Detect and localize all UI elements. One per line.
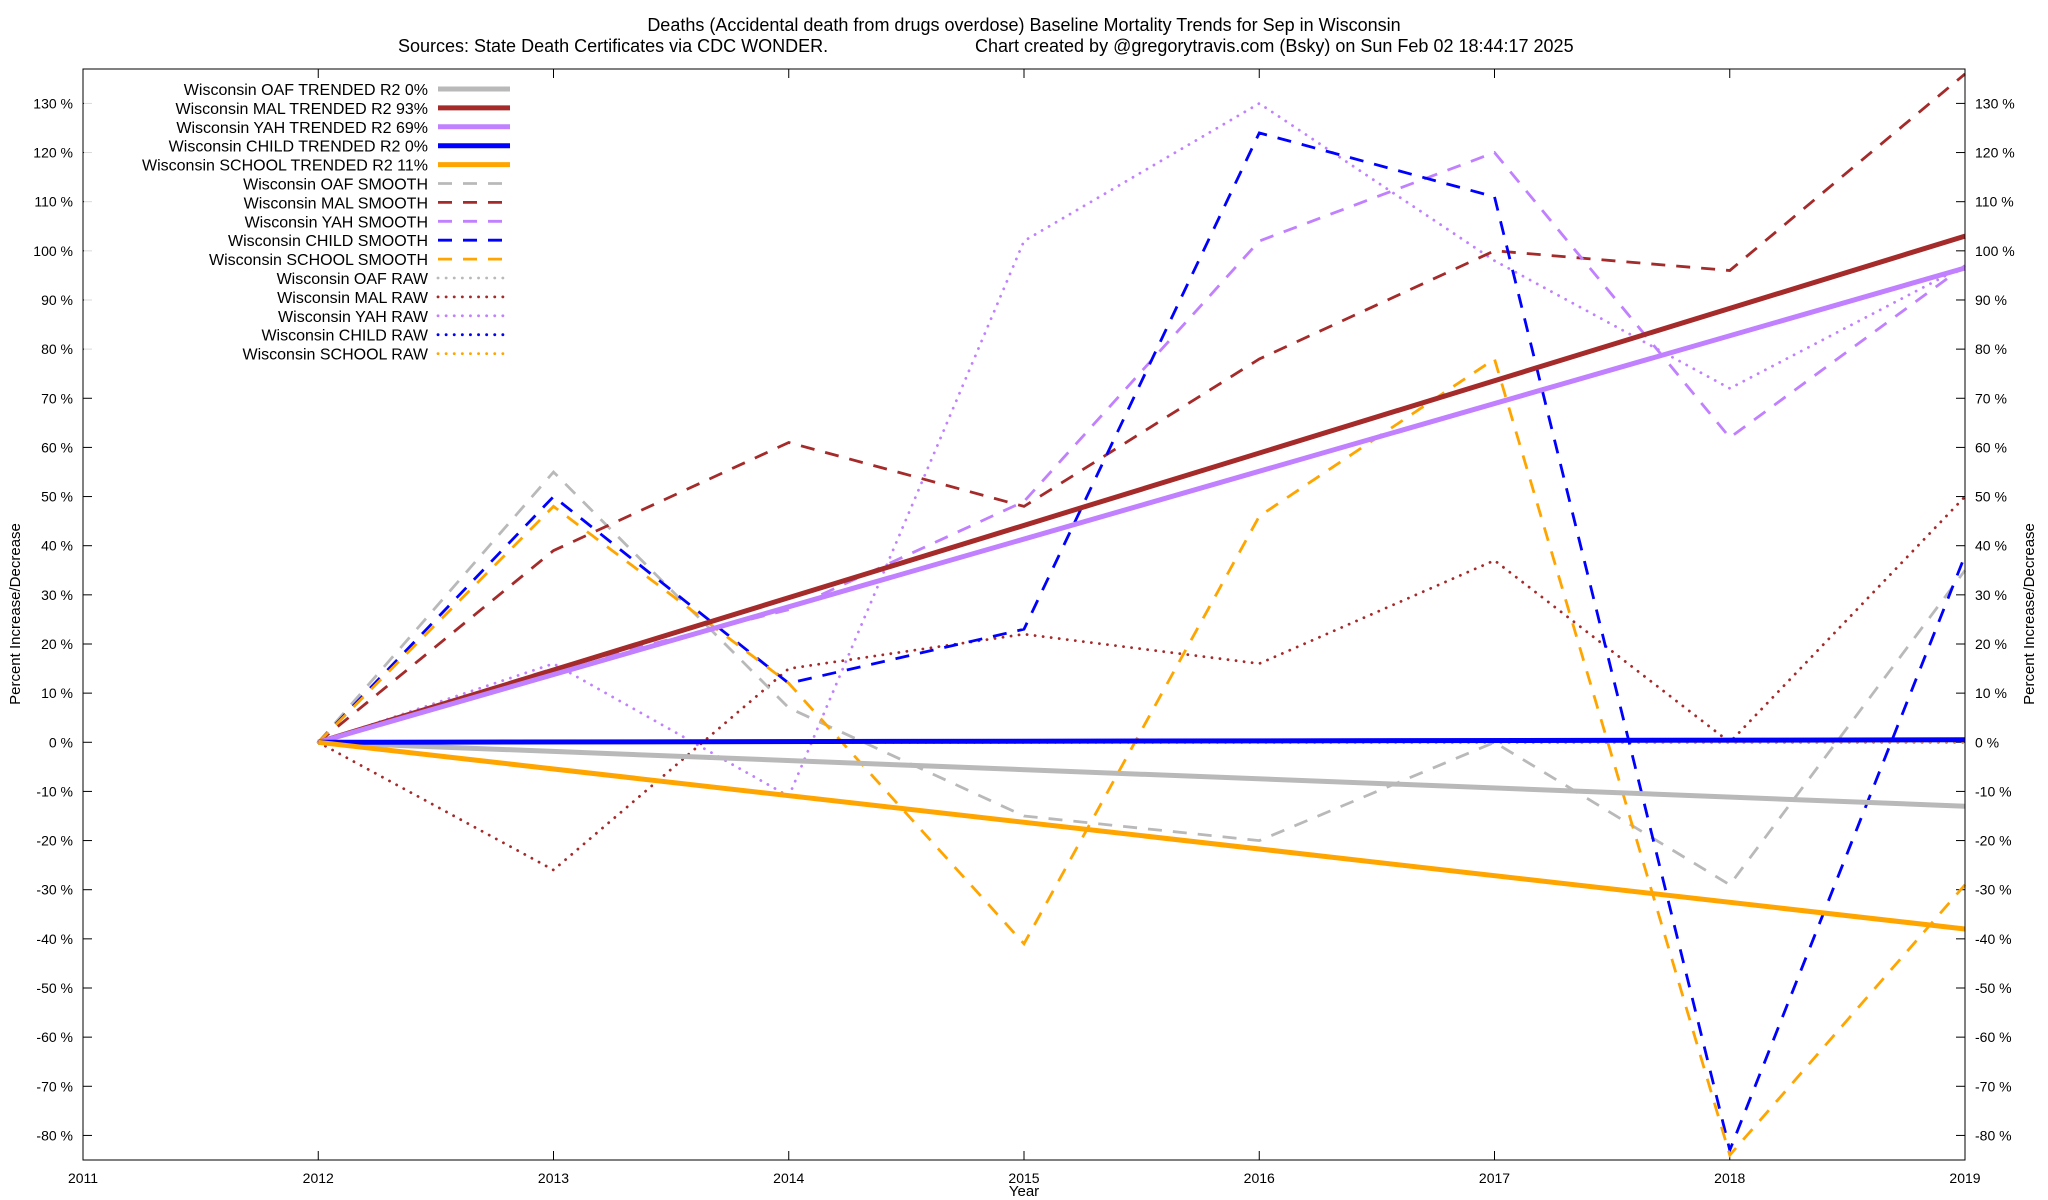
y-tick-label-right: -50 % (1975, 980, 2012, 996)
series-line-wisconsin-yah-raw (316, 101, 1967, 799)
y-tick-label-left: 130 % (33, 95, 73, 111)
legend-entry-label: Wisconsin YAH RAW (278, 309, 429, 326)
y-tick-label-right: 30 % (1975, 587, 2007, 603)
y-tick-label-right: -70 % (1975, 1078, 2012, 1094)
y-axis-label-left: Percent Increase/Decrease (7, 523, 24, 705)
chart-title: Deaths (Accidental death from drugs over… (647, 15, 1400, 35)
y-tick-label-left: 60 % (41, 439, 73, 455)
y-tick-label-right: 10 % (1975, 685, 2007, 701)
y-tick-label-right: 60 % (1975, 439, 2007, 455)
y-tick-label-left: -30 % (36, 882, 73, 898)
x-axis-label: Year (1009, 1183, 1039, 1200)
x-tick-label: 2016 (1244, 1170, 1275, 1186)
y-tick-label-right: -60 % (1975, 1029, 2012, 1045)
y-tick-label-left: -60 % (36, 1029, 73, 1045)
legend-entry-label: Wisconsin YAH TRENDED R2 69% (176, 120, 428, 137)
y-tick-label-right: -20 % (1975, 833, 2012, 849)
y-tick-label-left: -20 % (36, 833, 73, 849)
y-tick-label-left: 120 % (33, 145, 73, 161)
y-tick-label-left: 50 % (41, 489, 73, 505)
y-tick-label-right: 20 % (1975, 636, 2007, 652)
y-tick-label-left: 0 % (49, 734, 73, 750)
series-line-wisconsin-school-trended-r2-11 (318, 739, 1966, 932)
x-tick-label: 2018 (1714, 1170, 1745, 1186)
y-tick-label-right: 0 % (1975, 734, 1999, 750)
y-tick-label-left: -10 % (36, 783, 73, 799)
legend-entry-label: Wisconsin CHILD TRENDED R2 0% (169, 139, 428, 156)
plot-frame (82, 68, 1966, 1161)
legend: Wisconsin OAF TRENDED R2 0% Wisconsin MAL… (84, 78, 524, 364)
series-line-wisconsin-oaf-trended-r2-0 (318, 739, 1966, 809)
legend-entry-label: Wisconsin OAF RAW (277, 271, 429, 288)
legend-entry-label: Wisconsin MAL RAW (277, 290, 429, 307)
y-tick-label-right: 90 % (1975, 292, 2007, 308)
legend-entry-label: Wisconsin CHILD RAW (261, 328, 428, 345)
y-tick-label-right: 110 % (1975, 194, 2014, 210)
series-line-wisconsin-school-smooth (317, 356, 1967, 1158)
y-tick-label-left: -40 % (36, 931, 73, 947)
y-axis-label-right: Percent Increase/Decrease (2021, 523, 2038, 705)
x-tick-label: 2011 (68, 1170, 98, 1186)
legend-entry-label: Wisconsin YAH SMOOTH (245, 214, 428, 231)
x-tick-label: 2019 (1949, 1170, 1980, 1186)
y-tick-label-left: 80 % (41, 341, 73, 357)
y-tick-label-left: -50 % (36, 980, 73, 996)
y-tick-label-right: 130 % (1975, 95, 2015, 111)
y-tick-label-left: -70 % (36, 1078, 73, 1094)
chart-subtitle-credit: Chart created by @gregorytravis.com (Bsk… (975, 36, 1574, 56)
series-line-wisconsin-oaf-smooth (317, 469, 1967, 887)
y-tick-label-left: 90 % (41, 292, 73, 308)
axis-ticks: -80 % -80 % -70 % -70 % -60 % -60 % -50 % -50 %… (33, 69, 2015, 1186)
legend-entry-label: Wisconsin OAF TRENDED R2 0% (184, 82, 428, 99)
x-tick-label: 2014 (773, 1170, 804, 1186)
chart-subtitle-sources: Sources: State Death Certificates via CD… (398, 36, 828, 56)
x-tick-label: 2013 (538, 1170, 569, 1186)
series-line-wisconsin-mal-trended-r2-93 (317, 233, 1966, 745)
legend-entry-label: Wisconsin SCHOOL RAW (242, 347, 428, 364)
y-tick-label-right: 80 % (1975, 341, 2007, 357)
legend-entry-label: Wisconsin SCHOOL TRENDED R2 11% (142, 158, 428, 175)
x-tick-label: 2015 (1008, 1170, 1039, 1186)
legend-entry-label: Wisconsin CHILD SMOOTH (228, 233, 428, 250)
y-tick-label-right: -80 % (1975, 1127, 2012, 1143)
y-tick-label-right: 70 % (1975, 390, 2007, 406)
y-tick-label-right: 120 % (1975, 145, 2015, 161)
x-tick-label: 2017 (1479, 1170, 1510, 1186)
y-tick-label-right: -10 % (1975, 783, 2012, 799)
y-tick-label-left: 10 % (41, 685, 73, 701)
y-tick-label-left: 30 % (41, 587, 73, 603)
legend-entry-label: Wisconsin MAL TRENDED R2 93% (175, 101, 428, 118)
y-tick-label-right: 40 % (1975, 538, 2007, 554)
y-tick-label-right: -30 % (1975, 882, 2012, 898)
series-line-wisconsin-child-trended-r2-0 (318, 737, 1966, 745)
y-tick-label-left: 110 % (34, 194, 73, 210)
legend-entry-label: Wisconsin SCHOOL SMOOTH (209, 252, 428, 269)
y-tick-label-left: 40 % (41, 538, 73, 554)
y-tick-label-right: 50 % (1975, 489, 2007, 505)
y-tick-label-left: 20 % (41, 636, 73, 652)
y-tick-label-left: 70 % (41, 390, 73, 406)
plot-series (316, 72, 1967, 1158)
series-line-wisconsin-yah-trended-r2-69 (317, 265, 1966, 745)
legend-entry-label: Wisconsin MAL SMOOTH (244, 195, 428, 212)
y-tick-label-right: -40 % (1975, 931, 2012, 947)
x-tick-label: 2012 (303, 1170, 334, 1186)
y-tick-label-left: 100 % (33, 243, 73, 259)
y-tick-label-left: -80 % (36, 1127, 73, 1143)
y-tick-label-right: 100 % (1975, 243, 2015, 259)
legend-entry-label: Wisconsin OAF SMOOTH (243, 177, 428, 194)
series-line-wisconsin-child-smooth (317, 131, 1967, 1155)
